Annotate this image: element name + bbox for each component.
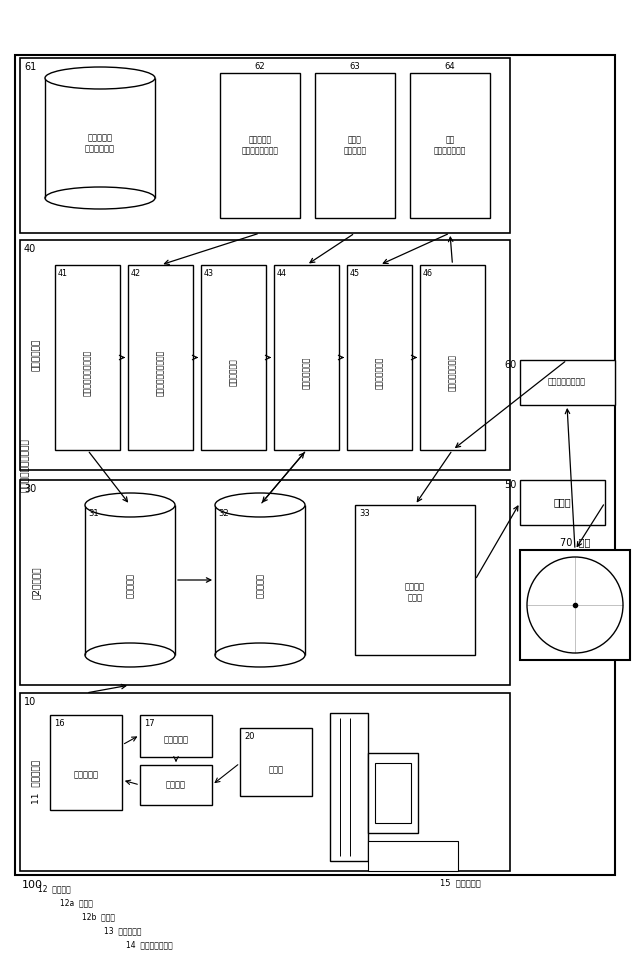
Bar bbox=[520, 480, 605, 525]
Ellipse shape bbox=[215, 493, 305, 517]
Text: 17: 17 bbox=[144, 719, 155, 728]
Text: 43: 43 bbox=[204, 269, 214, 278]
Text: 33: 33 bbox=[359, 509, 370, 518]
Bar bbox=[315, 73, 395, 218]
Bar bbox=[410, 73, 490, 218]
Text: センサー部: センサー部 bbox=[74, 770, 99, 780]
Text: 60: 60 bbox=[505, 360, 517, 370]
Text: 46: 46 bbox=[423, 269, 433, 278]
Bar bbox=[368, 753, 418, 833]
Text: 41: 41 bbox=[58, 269, 68, 278]
Bar bbox=[355, 505, 475, 655]
Bar bbox=[240, 728, 312, 796]
Bar bbox=[20, 58, 510, 233]
Text: 45: 45 bbox=[350, 269, 360, 278]
Text: 第2記憶手段: 第2記憶手段 bbox=[31, 566, 40, 598]
Text: 70  端末: 70 端末 bbox=[560, 537, 590, 547]
Text: 判別結果
データ: 判別結果 データ bbox=[405, 582, 425, 602]
Text: 13  仰角設定部: 13 仰角設定部 bbox=[104, 926, 141, 935]
Text: 指標
重み付けデータ: 指標 重み付けデータ bbox=[434, 135, 466, 155]
Bar bbox=[50, 715, 122, 810]
Text: 表示部: 表示部 bbox=[554, 498, 572, 508]
Text: 50: 50 bbox=[504, 480, 517, 490]
Text: データ処理部: データ処理部 bbox=[31, 339, 40, 372]
Text: 12a  送信部: 12a 送信部 bbox=[60, 898, 93, 907]
Bar bbox=[520, 550, 630, 660]
Bar bbox=[347, 265, 412, 450]
Bar bbox=[140, 715, 212, 757]
Text: 20: 20 bbox=[244, 732, 255, 741]
Text: 30: 30 bbox=[24, 484, 36, 494]
Bar bbox=[20, 693, 510, 871]
Text: 一次データ: 一次データ bbox=[125, 572, 134, 597]
Text: 42: 42 bbox=[131, 269, 141, 278]
Ellipse shape bbox=[85, 493, 175, 517]
Bar bbox=[420, 265, 485, 450]
Text: 時期別
指標データ: 時期別 指標データ bbox=[344, 135, 367, 155]
Text: 100: 100 bbox=[22, 880, 43, 890]
Text: 鳥類等指標入力部: 鳥類等指標入力部 bbox=[548, 377, 586, 387]
Bar bbox=[85, 505, 175, 655]
Text: 鳥類等指標
データベース: 鳥類等指標 データベース bbox=[85, 133, 115, 153]
Text: 10: 10 bbox=[24, 697, 36, 707]
Text: データ比較手段: データ比較手段 bbox=[302, 356, 311, 389]
Bar bbox=[15, 55, 615, 875]
Ellipse shape bbox=[45, 67, 155, 89]
Bar bbox=[55, 265, 120, 450]
Bar bbox=[20, 240, 510, 470]
Text: 12  アンテナ: 12 アンテナ bbox=[38, 885, 71, 894]
Bar bbox=[201, 265, 266, 450]
Text: 14  アンテナ駆動部: 14 アンテナ駆動部 bbox=[126, 941, 173, 950]
Text: 31: 31 bbox=[88, 509, 99, 517]
Text: 指標データ
種別選択テーブル: 指標データ 種別選択テーブル bbox=[241, 135, 278, 155]
Text: 32: 32 bbox=[218, 509, 228, 517]
Text: レーダデータ入力手段: レーダデータ入力手段 bbox=[83, 349, 92, 396]
Text: 64: 64 bbox=[445, 62, 455, 71]
Bar bbox=[220, 73, 300, 218]
Text: 二次データ: 二次データ bbox=[255, 572, 264, 597]
Bar bbox=[140, 765, 212, 805]
Text: 判別結果出力手段: 判別結果出力手段 bbox=[448, 354, 457, 391]
Text: 63: 63 bbox=[349, 62, 360, 71]
Bar bbox=[375, 763, 411, 823]
Bar bbox=[520, 360, 615, 405]
Bar bbox=[215, 505, 305, 655]
Text: 44: 44 bbox=[277, 269, 287, 278]
Text: 11  方向設定部: 11 方向設定部 bbox=[31, 760, 40, 804]
Bar bbox=[330, 713, 368, 861]
Bar bbox=[45, 78, 155, 198]
Text: 鳥類等データ抽出手段: 鳥類等データ抽出手段 bbox=[156, 349, 165, 396]
Text: 鳥類等判別レーダ装置: 鳥類等判別レーダ装置 bbox=[20, 438, 29, 492]
Text: 62: 62 bbox=[255, 62, 266, 71]
Bar bbox=[20, 480, 510, 685]
Text: 信号処理部: 信号処理部 bbox=[163, 735, 189, 745]
Text: 一致度算出手段: 一致度算出手段 bbox=[375, 356, 384, 389]
Text: 行動分類手段: 行動分類手段 bbox=[229, 359, 238, 386]
Text: 送受信部: 送受信部 bbox=[166, 781, 186, 789]
Text: 15  水平調整部: 15 水平調整部 bbox=[440, 878, 481, 888]
Text: 12b  受信部: 12b 受信部 bbox=[82, 913, 115, 922]
Bar bbox=[368, 841, 458, 871]
Bar bbox=[128, 265, 193, 450]
Text: 制御部: 制御部 bbox=[269, 765, 284, 775]
Bar bbox=[274, 265, 339, 450]
Text: 40: 40 bbox=[24, 244, 36, 254]
Text: 61: 61 bbox=[24, 62, 36, 72]
Text: 16: 16 bbox=[54, 719, 65, 728]
